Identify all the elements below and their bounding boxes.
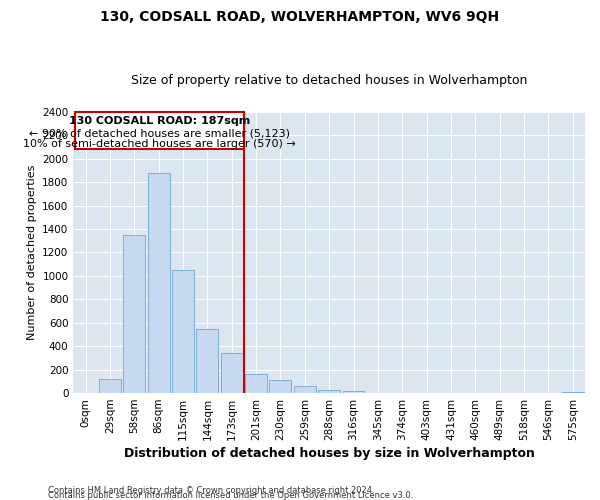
Bar — [99, 379, 121, 393]
FancyBboxPatch shape — [74, 112, 244, 150]
Text: Contains public sector information licensed under the Open Government Licence v3: Contains public sector information licen… — [48, 491, 413, 500]
Bar — [562, 392, 584, 393]
Bar — [294, 386, 316, 393]
Text: 130 CODSALL ROAD: 187sqm: 130 CODSALL ROAD: 187sqm — [68, 116, 250, 126]
Bar — [196, 328, 218, 393]
Bar — [123, 235, 145, 393]
Bar — [172, 270, 194, 393]
X-axis label: Distribution of detached houses by size in Wolverhampton: Distribution of detached houses by size … — [124, 447, 535, 460]
Text: ← 90% of detached houses are smaller (5,123): ← 90% of detached houses are smaller (5,… — [29, 128, 290, 138]
Text: 130, CODSALL ROAD, WOLVERHAMPTON, WV6 9QH: 130, CODSALL ROAD, WOLVERHAMPTON, WV6 9Q… — [100, 10, 500, 24]
Bar — [318, 390, 340, 393]
Bar — [269, 380, 292, 393]
Text: 10% of semi-detached houses are larger (570) →: 10% of semi-detached houses are larger (… — [23, 138, 296, 148]
Bar — [148, 172, 170, 393]
Y-axis label: Number of detached properties: Number of detached properties — [26, 164, 37, 340]
Bar — [245, 374, 267, 393]
Bar — [343, 390, 364, 393]
Title: Size of property relative to detached houses in Wolverhampton: Size of property relative to detached ho… — [131, 74, 527, 87]
Bar — [221, 353, 242, 393]
Text: Contains HM Land Registry data © Crown copyright and database right 2024.: Contains HM Land Registry data © Crown c… — [48, 486, 374, 495]
